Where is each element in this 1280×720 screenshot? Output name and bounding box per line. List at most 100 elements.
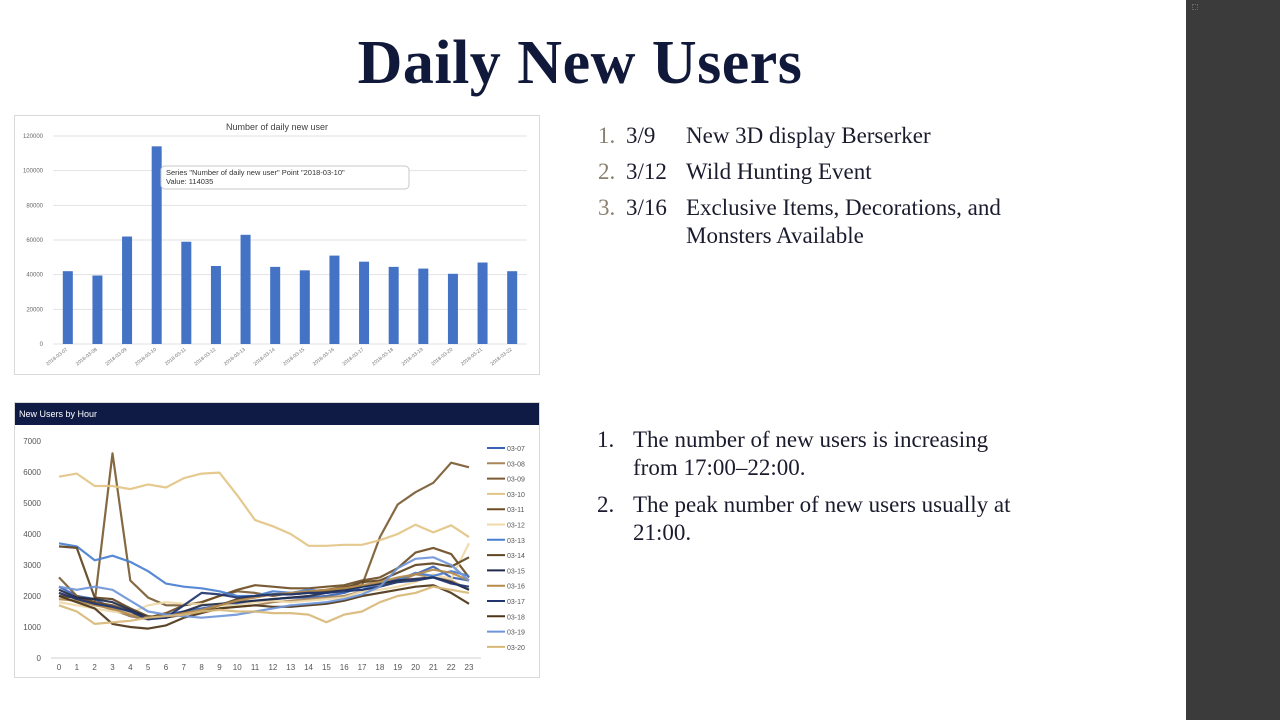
line-x-tick-label: 5 — [146, 663, 151, 672]
bar-x-tick-label: 2018-03-16 — [312, 347, 336, 368]
line-x-tick-label: 4 — [128, 663, 133, 672]
finding-text: The number of new users is increasing fr… — [633, 427, 989, 480]
bar-x-tick-label: 2018-03-20 — [430, 347, 454, 368]
line-x-tick-label: 7 — [182, 663, 187, 672]
daily-new-user-bar-chart: Number of daily new user 0 20000 40000 6000… — [14, 115, 540, 375]
legend-label: 03-12 — [507, 523, 525, 530]
line-series-03-20 — [58, 585, 470, 625]
event-text: Wild Hunting Event — [686, 159, 872, 184]
new-users-by-hour-line-chart: New Users by Hour 0 1000 2000 3000 4000 5000 6… — [14, 402, 540, 678]
bar — [240, 234, 251, 344]
event-number: 1. — [598, 123, 616, 148]
line-y-tick-label: 0 — [37, 654, 42, 663]
bar — [329, 255, 340, 344]
event-number: 2. — [598, 159, 616, 184]
bar — [92, 275, 103, 344]
line-x-tick-label: 8 — [199, 663, 204, 672]
bar-x-tick-label: 2018-03-15 — [282, 347, 306, 368]
bar — [359, 261, 370, 344]
line-x-ticks: 0 1 2 3 4 5 6 7 8 9 10 11 12 13 14 15 16 17 18 19 20 21 22 23 — [57, 663, 474, 672]
line-x-tick-label: 0 — [57, 663, 62, 672]
event-list: 1. 3/9 New 3D display Berserker 2. 3/12 … — [598, 122, 1038, 258]
line-series-03-19 — [58, 556, 470, 619]
bar — [447, 273, 458, 344]
bar-x-tick-label: 2018-03-07 — [45, 347, 69, 368]
line-y-tick-label: 1000 — [23, 623, 41, 632]
legend-label: 03-14 — [507, 553, 525, 560]
legend-label: 03-18 — [507, 614, 525, 621]
legend-label: 03-10 — [507, 492, 525, 499]
bar-chart-svg: Number of daily new user 0 20000 40000 6000… — [23, 122, 527, 368]
bar — [122, 236, 133, 344]
line-x-tick-label: 19 — [393, 663, 402, 672]
line-x-tick-label: 12 — [268, 663, 277, 672]
event-text: Exclusive Items, Decorations, and Monste… — [686, 195, 1001, 248]
finding-number: 2. — [597, 492, 615, 517]
legend-label: 03-20 — [507, 645, 525, 652]
findings-list: 1. The number of new users is increasing… — [597, 426, 1017, 556]
bar — [507, 271, 518, 344]
bar — [62, 271, 73, 344]
event-item: 1. 3/9 New 3D display Berserker — [598, 122, 1038, 150]
tooltip-line-1: Series "Number of daily new user" Point … — [166, 168, 345, 177]
sidebar-dotted-mark — [1192, 4, 1198, 10]
line-x-tick-label: 18 — [375, 663, 384, 672]
bar — [270, 266, 281, 344]
slide-title: Daily New Users — [357, 29, 803, 97]
line-x-tick-label: 23 — [465, 663, 474, 672]
event-text: New 3D display Berserker — [686, 123, 931, 148]
line-legend: 03-07 03-08 03-09 03-10 03-11 03-12 03-13 03-14… — [487, 446, 525, 652]
line-y-tick-label: 6000 — [23, 468, 41, 477]
bar — [418, 268, 429, 344]
line-series-03-18 — [58, 584, 470, 630]
line-y-ticks: 0 1000 2000 3000 4000 5000 6000 7000 — [23, 437, 41, 663]
line-series-03-15 — [58, 576, 470, 619]
event-number: 3. — [598, 195, 616, 220]
legend-label: 03-19 — [507, 630, 525, 637]
bar-x-tick-label: 2018-03-13 — [223, 347, 247, 368]
line-chart-header-band — [15, 403, 539, 425]
line-x-tick-label: 15 — [322, 663, 331, 672]
slide: Daily New Users Number of daily new user… — [14, 29, 1038, 678]
line-x-tick-label: 20 — [411, 663, 420, 672]
line-chart-svg: New Users by Hour 0 1000 2000 3000 4000 5000 6… — [15, 403, 539, 672]
bar-y-tick-label: 80000 — [26, 203, 43, 209]
legend-label: 03-11 — [507, 507, 524, 514]
line-y-tick-label: 4000 — [23, 530, 41, 539]
bar-x-tick-label: 2018-03-18 — [371, 347, 395, 368]
bar-x-tick-label: 2018-03-17 — [341, 347, 365, 368]
bar — [299, 270, 310, 344]
bar-x-tick-label: 2018-03-08 — [75, 347, 99, 368]
legend-label: 03-17 — [507, 599, 525, 606]
finding-item: 2. The peak number of new users usually … — [597, 491, 1017, 547]
line-x-tick-label: 9 — [217, 663, 222, 672]
bar — [210, 266, 221, 344]
bar — [477, 262, 488, 344]
bar-tooltip: Series "Number of daily new user" Point … — [160, 165, 410, 190]
bar-x-ticks: 2018-03-07 2018-03-08 2018-03-09 2018-03-10… — [45, 347, 513, 368]
line-y-tick-label: 7000 — [23, 437, 41, 446]
line-x-tick-label: 22 — [447, 663, 456, 672]
line-x-tick-label: 2 — [92, 663, 97, 672]
line-series-03-17 — [58, 576, 470, 621]
finding-number: 1. — [597, 427, 615, 452]
line-x-tick-label: 6 — [164, 663, 169, 672]
line-x-tick-label: 17 — [358, 663, 367, 672]
bar-x-tick-label: 2018-03-09 — [104, 347, 128, 368]
tooltip-line-2: Value: 114035 — [166, 177, 213, 186]
bar-x-tick-label: 2018-03-19 — [401, 347, 425, 368]
line-y-tick-label: 5000 — [23, 499, 41, 508]
legend-label: 03-13 — [507, 538, 525, 545]
bar-y-tick-label: 60000 — [26, 238, 43, 244]
finding-text: The peak number of new users usually at … — [633, 492, 1011, 545]
bar-x-tick-label: 2018-03-12 — [193, 347, 217, 368]
line-x-tick-label: 13 — [286, 663, 295, 672]
bar-chart-title: Number of daily new user — [226, 122, 328, 132]
bar — [388, 266, 399, 344]
line-chart-title: New Users by Hour — [19, 409, 97, 419]
bar-y-tick-label: 0 — [40, 342, 44, 348]
bar-x-tick-label: 2018-03-21 — [460, 347, 484, 368]
line-x-tick-label: 14 — [304, 663, 313, 672]
line-x-tick-label: 16 — [340, 663, 349, 672]
bar-x-tick-label: 2018-03-11 — [164, 347, 188, 367]
